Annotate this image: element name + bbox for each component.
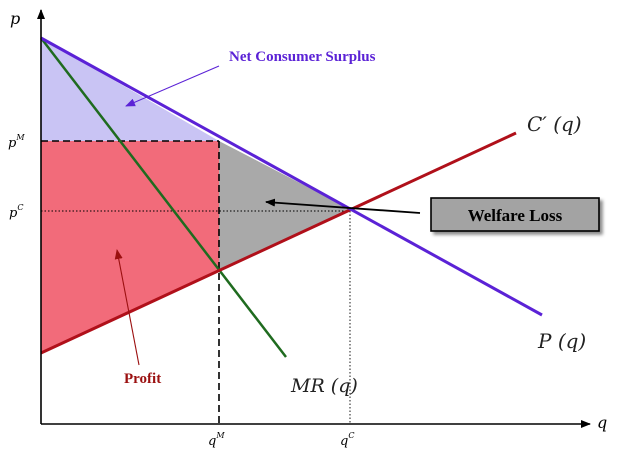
y-axis-label: p bbox=[10, 9, 20, 28]
pC-tick-label: pC bbox=[9, 203, 23, 221]
marginal-cost-label: C′ (q) bbox=[527, 112, 582, 136]
profit-region bbox=[41, 141, 219, 353]
welfare-loss-box bbox=[430, 197, 600, 232]
marginal-cost-curve bbox=[40, 131, 517, 355]
welfare-loss-callout: Welfare Loss bbox=[430, 197, 600, 232]
welfare-loss-arrow bbox=[265, 198, 421, 214]
profit-annotation: Profit bbox=[124, 371, 161, 387]
consumer-surplus-arrow bbox=[125, 65, 220, 107]
welfare-loss-region bbox=[219, 141, 350, 270]
x-axis-label: q bbox=[597, 413, 607, 432]
pC-superscript: C bbox=[17, 203, 23, 212]
qM-tick-label: qM bbox=[208, 431, 225, 449]
demand-curve bbox=[40, 36, 543, 317]
marginal-revenue-curve bbox=[40, 37, 287, 358]
qC-tick-label: qC bbox=[340, 431, 354, 449]
demand-label: P (q) bbox=[537, 329, 586, 353]
marginal-revenue-label: MR (q) bbox=[290, 375, 358, 397]
welfare-loss-annotation: Welfare Loss bbox=[468, 206, 563, 225]
pM-tick-label: pM bbox=[8, 133, 25, 151]
qC-superscript: C bbox=[348, 431, 354, 440]
qM-superscript: M bbox=[215, 431, 225, 440]
pM-superscript: M bbox=[15, 133, 25, 142]
consumer-surplus-annotation: Net Consumer Surplus bbox=[229, 49, 376, 65]
profit-arrow bbox=[114, 249, 140, 366]
